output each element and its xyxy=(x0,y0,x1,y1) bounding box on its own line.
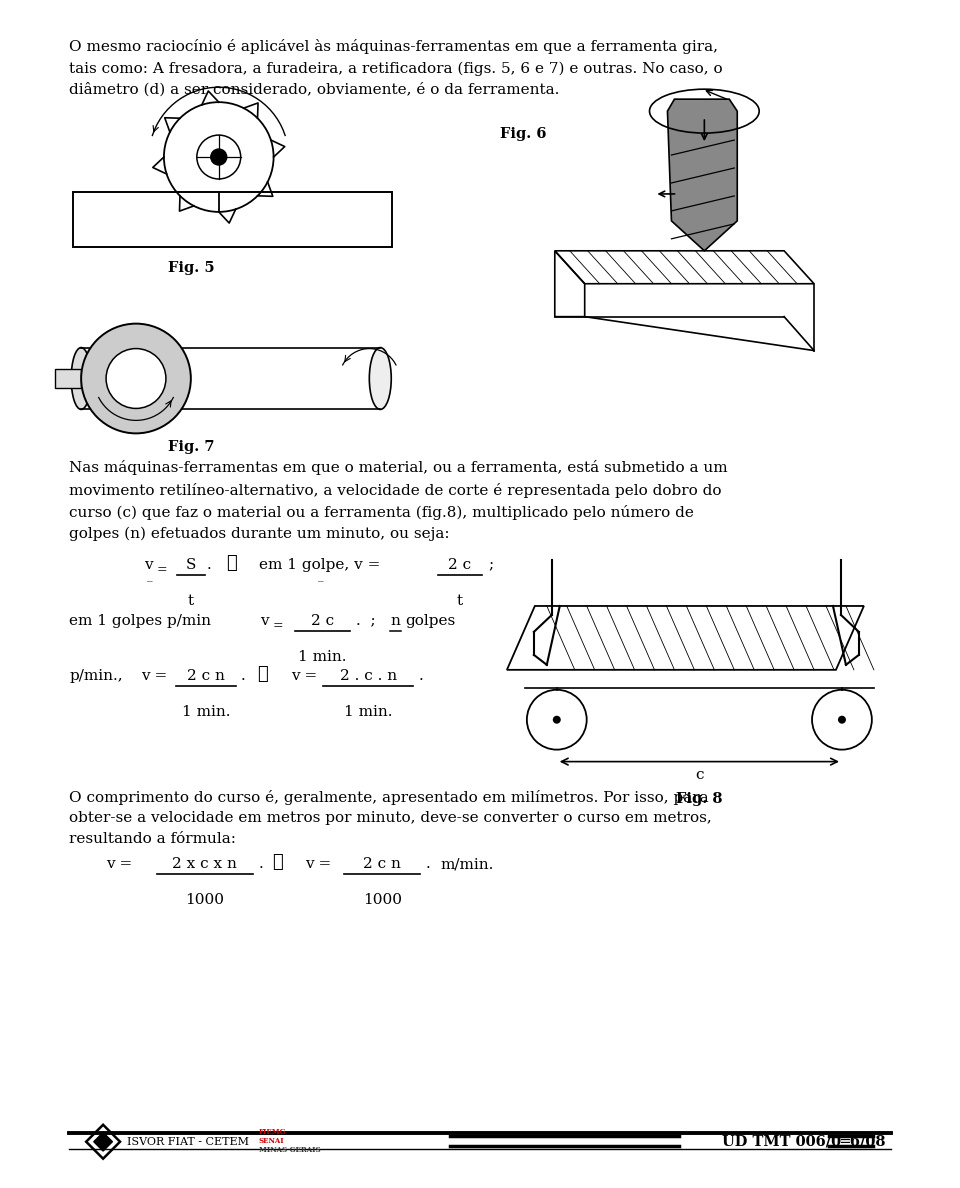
Text: 2 . c . n: 2 . c . n xyxy=(340,669,396,683)
Text: ∴: ∴ xyxy=(273,853,283,871)
Text: v: v xyxy=(260,614,269,628)
Circle shape xyxy=(211,148,227,165)
Text: FIEMG: FIEMG xyxy=(258,1127,286,1136)
Text: 2 x c x n: 2 x c x n xyxy=(173,858,237,871)
Text: t: t xyxy=(188,594,194,608)
Text: .: . xyxy=(241,669,246,683)
Text: ∴: ∴ xyxy=(226,554,236,573)
Text: _: _ xyxy=(318,573,324,582)
Text: .: . xyxy=(419,669,423,683)
Circle shape xyxy=(553,715,561,723)
Text: c: c xyxy=(695,767,704,782)
Circle shape xyxy=(838,715,846,723)
Bar xyxy=(73,192,393,247)
Polygon shape xyxy=(667,99,737,251)
Text: 1000: 1000 xyxy=(185,893,225,908)
Text: ∴: ∴ xyxy=(256,665,268,683)
Text: Fig. 6: Fig. 6 xyxy=(500,127,546,141)
Text: Fig. 7: Fig. 7 xyxy=(168,441,214,454)
Text: Nas máquinas-ferramentas em que o material, ou a ferramenta, está submetido a um: Nas máquinas-ferramentas em que o materi… xyxy=(69,460,728,541)
Text: SENAI: SENAI xyxy=(258,1137,284,1145)
Text: em 1 golpes p/min: em 1 golpes p/min xyxy=(69,614,211,628)
Text: 2 c: 2 c xyxy=(448,558,471,573)
Text: em 1 golpe, v =: em 1 golpe, v = xyxy=(258,558,380,573)
Text: t: t xyxy=(457,594,463,608)
Text: p/min.,: p/min., xyxy=(69,669,123,683)
Bar xyxy=(56,368,82,388)
Text: v: v xyxy=(144,558,153,573)
Text: v =: v = xyxy=(305,858,332,871)
Text: v =: v = xyxy=(107,858,132,871)
Text: UD TMT 006/0═6/08: UD TMT 006/0═6/08 xyxy=(722,1135,886,1149)
Text: 2 c: 2 c xyxy=(311,614,334,628)
Text: .: . xyxy=(425,858,430,871)
Ellipse shape xyxy=(71,348,91,410)
Text: =: = xyxy=(156,563,168,576)
Text: _: _ xyxy=(147,573,153,582)
Text: .: . xyxy=(258,858,263,871)
Text: m/min.: m/min. xyxy=(440,858,493,871)
Polygon shape xyxy=(94,1132,112,1151)
Text: .: . xyxy=(206,558,211,573)
Text: 1 min.: 1 min. xyxy=(299,650,347,664)
Text: ;: ; xyxy=(488,558,493,573)
Text: Fig. 8: Fig. 8 xyxy=(676,791,723,805)
Text: 2 c n: 2 c n xyxy=(187,669,225,683)
Text: MINAS GERAIS: MINAS GERAIS xyxy=(258,1145,321,1154)
Text: 1 min.: 1 min. xyxy=(344,704,393,719)
Text: O mesmo raciocínio é aplicável às máquinas-ferramentas em que a ferramenta gira,: O mesmo raciocínio é aplicável às máquin… xyxy=(69,39,723,96)
Text: golpes: golpes xyxy=(405,614,455,628)
Circle shape xyxy=(107,348,166,409)
Text: v =: v = xyxy=(141,669,167,683)
Text: ISVOR FIAT - CETEM: ISVOR FIAT - CETEM xyxy=(127,1137,249,1146)
Circle shape xyxy=(82,323,191,434)
Text: =: = xyxy=(273,619,283,632)
Text: .  ;: . ; xyxy=(356,614,376,628)
Text: 1 min.: 1 min. xyxy=(181,704,230,719)
Text: Fig. 5: Fig. 5 xyxy=(168,261,214,274)
Text: v =: v = xyxy=(291,669,317,683)
Text: 2 c n: 2 c n xyxy=(363,858,401,871)
Text: O comprimento do curso é, geralmente, apresentado em milímetros. Por isso, para
: O comprimento do curso é, geralmente, ap… xyxy=(69,790,712,846)
Text: 1000: 1000 xyxy=(363,893,402,908)
Text: n: n xyxy=(391,614,400,628)
Ellipse shape xyxy=(370,348,392,410)
Text: S: S xyxy=(185,558,196,573)
